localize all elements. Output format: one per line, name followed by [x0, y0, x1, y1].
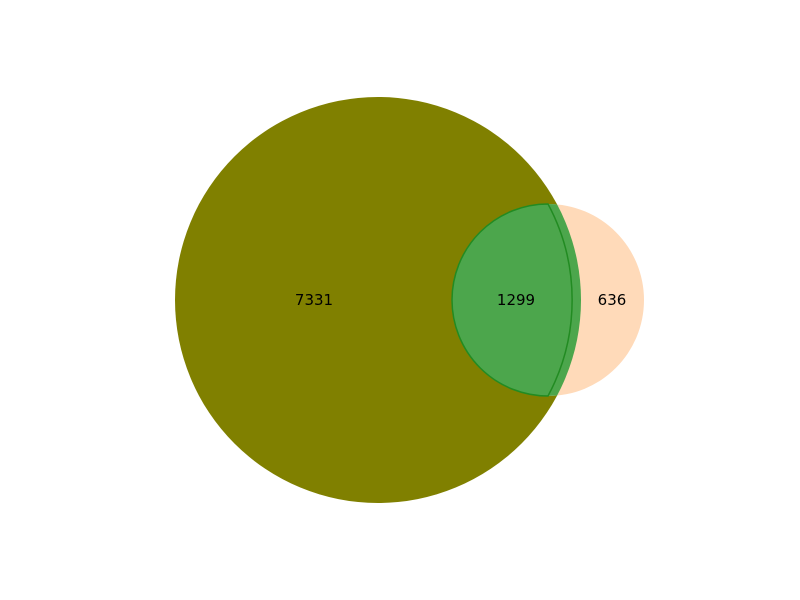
region-label-b-only: 636 [598, 291, 627, 309]
set-a-circle [175, 97, 581, 503]
intersection-region [452, 204, 581, 396]
intersection-outline [451, 203, 573, 397]
region-label-a-only: 7331 [295, 291, 333, 309]
region-label-intersection: 1299 [497, 291, 535, 309]
